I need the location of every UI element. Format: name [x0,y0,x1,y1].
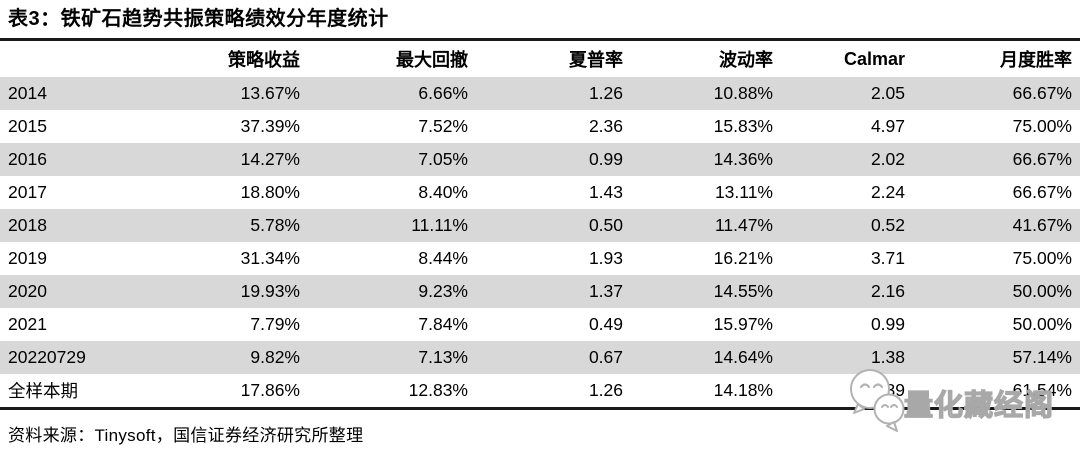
table-cell: 37.39% [240,116,300,136]
table-cell: 1.37 [588,281,623,301]
table-cell: 2.36 [588,116,623,136]
table-cell: 5.78% [250,215,300,235]
table-cell: 57.14% [1012,347,1072,367]
table-cell: 7.84% [418,314,468,334]
table-cell: 14.64% [713,347,773,367]
column-header-calmar: Calmar [843,48,905,69]
table-row: 2020 19.93% 9.23% 1.37 14.55% 2.16 50.00% [0,275,1080,308]
table-cell: 15.97% [713,314,773,334]
table-cell: 18.80% [240,182,300,202]
table-row: 全样本期 17.86% 12.83% 1.26 14.18% 1.39 61.54% [0,374,1080,407]
table-row: 2016 14.27% 7.05% 0.99 14.36% 2.02 66.67% [0,143,1080,176]
column-header-strategy-return: 策略收益 [228,50,300,70]
table-cell: 0.50 [588,215,623,235]
table-row: 2015 37.39% 7.52% 2.36 15.83% 4.97 75.00% [0,110,1080,143]
bottom-divider [0,407,1080,410]
table-cell: 50.00% [1012,281,1072,301]
row-label: 2017 [8,182,47,202]
table-cell: 0.99 [870,314,905,334]
row-label: 20220729 [8,347,86,367]
table-cell: 31.34% [240,248,300,268]
row-label: 2015 [8,116,47,136]
table-cell: 11.47% [714,215,773,235]
row-label: 2014 [8,83,47,103]
table-cell: 1.39 [870,380,905,400]
row-label: 2021 [8,314,47,334]
table-cell: 16.21% [713,248,773,268]
table-cell: 50.00% [1012,314,1072,334]
row-label: 全样本期 [8,381,78,401]
table-cell: 12.83% [408,380,468,400]
table-title: 表3：铁矿石趋势共振策略绩效分年度统计 [8,8,389,30]
table-cell: 0.99 [588,149,623,169]
table-cell: 14.55% [713,281,773,301]
table-row: 2017 18.80% 8.40% 1.43 13.11% 2.24 66.67% [0,176,1080,209]
table-cell: 9.23% [418,281,468,301]
table-cell: 7.79% [250,314,300,334]
table-cell: 66.67% [1012,83,1072,103]
table-cell: 19.93% [240,281,300,301]
table-cell: 1.26 [588,83,623,103]
column-header-year [0,41,150,77]
table-cell: 75.00% [1012,116,1072,136]
table-cell: 2.05 [870,83,905,103]
table-cell: 1.43 [588,182,623,202]
table-cell: 1.26 [588,380,623,400]
column-header-volatility: 波动率 [719,50,773,70]
table-cell: 14.18% [713,380,773,400]
performance-table: 策略收益 最大回撤 夏普率 波动率 Calmar 月度胜率 2014 13.67%… [0,41,1080,407]
table-cell: 1.93 [588,248,623,268]
table-cell: 3.71 [870,248,905,268]
table-row: 2019 31.34% 8.44% 1.93 16.21% 3.71 75.00% [0,242,1080,275]
table-cell: 0.67 [588,347,623,367]
column-header-max-drawdown: 最大回撤 [396,50,468,70]
table-cell: 7.13% [418,347,468,367]
table-cell: 75.00% [1012,248,1072,268]
table-cell: 7.52% [418,116,468,136]
table-cell: 6.66% [418,83,468,103]
title-divider [0,38,1080,41]
column-header-monthly-winrate: 月度胜率 [1000,50,1072,70]
table-cell: 2.02 [870,149,905,169]
table-cell: 1.38 [870,347,905,367]
table-cell: 7.05% [418,149,468,169]
table-cell: 8.40% [418,182,468,202]
table-cell: 11.11% [411,215,468,235]
row-label: 2019 [8,248,47,268]
table-cell: 17.86% [240,380,300,400]
table-cell: 9.82% [250,347,300,367]
header-row: 策略收益 最大回撤 夏普率 波动率 Calmar 月度胜率 [0,41,1080,77]
table-cell: 10.88% [713,83,773,103]
row-label: 2016 [8,149,47,169]
table-cell: 0.52 [870,215,905,235]
table-cell: 2.24 [870,182,905,202]
source-note: 资料来源：Tinysoft，国信证券经济研究所整理 [8,426,364,445]
table-cell: 4.97 [870,116,905,136]
table-cell: 61.54% [1012,380,1072,400]
table-cell: 0.49 [588,314,623,334]
row-label: 2020 [8,281,47,301]
table-cell: 13.11% [714,182,773,202]
table-row: 2018 5.78% 11.11% 0.50 11.47% 0.52 41.67% [0,209,1080,242]
table-row: 20220729 9.82% 7.13% 0.67 14.64% 1.38 57.14% [0,341,1080,374]
row-label: 2018 [8,215,47,235]
table-cell: 13.67% [240,83,300,103]
table-cell: 14.27% [240,149,300,169]
table-cell: 2.16 [870,281,905,301]
table-cell: 66.67% [1012,182,1072,202]
table-cell: 41.67% [1012,215,1072,235]
table-cell: 15.83% [713,116,773,136]
column-header-sharpe: 夏普率 [569,50,623,70]
table-row: 2014 13.67% 6.66% 1.26 10.88% 2.05 66.67% [0,77,1080,110]
table-cell: 14.36% [713,149,773,169]
table-cell: 66.67% [1012,149,1072,169]
table-row: 2021 7.79% 7.84% 0.49 15.97% 0.99 50.00% [0,308,1080,341]
table-cell: 8.44% [418,248,468,268]
